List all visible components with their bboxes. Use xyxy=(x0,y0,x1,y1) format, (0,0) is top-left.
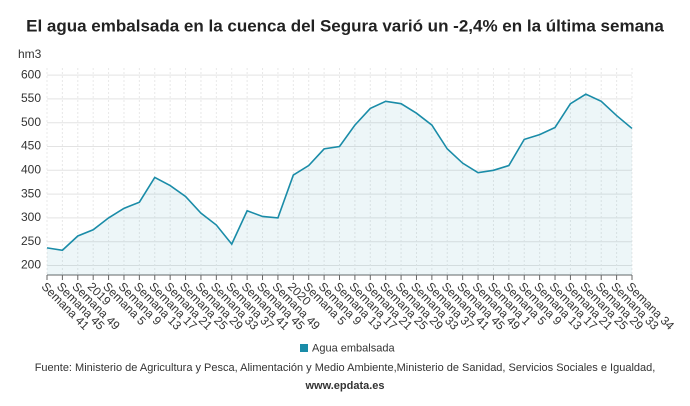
line xyxy=(46,93,633,252)
legend-swatch xyxy=(300,344,308,352)
y-tick-label: 500 xyxy=(21,115,41,129)
website: www.epdata.es xyxy=(304,380,384,392)
chart-title: El agua embalsada en la cuenca del Segur… xyxy=(26,16,664,35)
y-tick-label: 350 xyxy=(21,186,41,200)
y-tick-label: 450 xyxy=(21,139,41,153)
y-tick-label: 550 xyxy=(21,91,41,105)
y-tick-label: 600 xyxy=(21,67,41,81)
source: Fuente: Ministerio de Agricultura y Pesc… xyxy=(35,362,656,374)
y-tick-label: 400 xyxy=(21,162,41,176)
y-tick-label: 200 xyxy=(21,258,41,272)
y-tick-label: 300 xyxy=(21,210,41,224)
legend-label: Agua embalsada xyxy=(312,342,395,354)
y-tick-label: 250 xyxy=(21,234,41,248)
y-axis-label: hm3 xyxy=(18,47,42,61)
area xyxy=(47,94,632,275)
